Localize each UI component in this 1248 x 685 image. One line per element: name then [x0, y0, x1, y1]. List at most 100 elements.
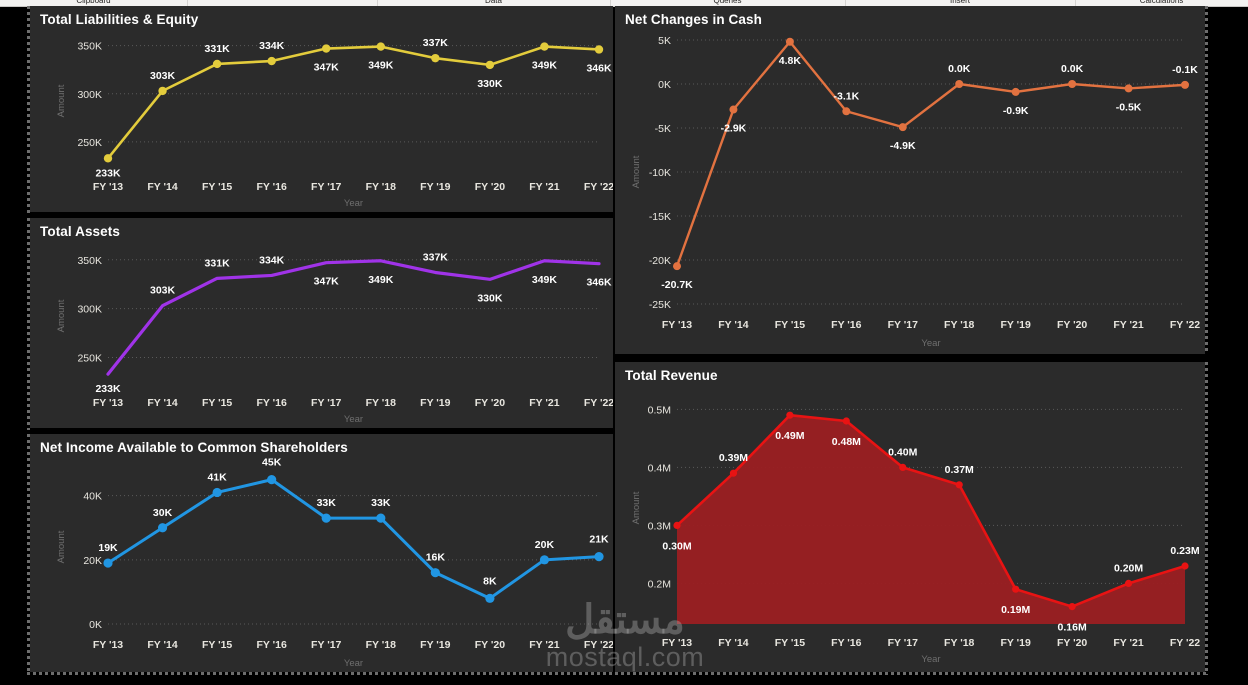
x-axis-tick-label: FY '21 — [529, 397, 559, 409]
chart-data-label: 334K — [259, 254, 285, 266]
x-axis-tick-label: FY '15 — [775, 319, 805, 331]
chart-data-point[interactable] — [321, 513, 331, 523]
chart-data-point[interactable] — [1124, 579, 1133, 587]
y-axis-tick-label: 300K — [77, 89, 102, 101]
y-axis-tick-label: 250K — [77, 137, 102, 149]
chart-line — [106, 478, 601, 600]
chart-data-point[interactable] — [539, 555, 550, 565]
ribbon-group-queries[interactable]: Queries — [713, 0, 742, 5]
x-axis-tick-label: FY '18 — [366, 397, 396, 409]
selection-edge-left-2 — [27, 218, 30, 430]
chart-data-point[interactable] — [594, 45, 604, 54]
chart-panel-total-liabilities-equity[interactable]: Total Liabilities & Equity 250K 300K 350K A… — [30, 6, 613, 212]
x-axis-tick-label: FY '21 — [529, 181, 559, 193]
chart-data-point[interactable] — [485, 593, 495, 603]
chart-data-point[interactable] — [955, 80, 964, 88]
chart-panel-net-changes-in-cash[interactable]: Net Changes in Cash 5K 0K -5K -10K -15K -20K -… — [615, 6, 1205, 354]
chart-data-point[interactable] — [212, 487, 222, 498]
chart-panel-net-income[interactable]: Net Income Available to Common Sharehold… — [30, 434, 613, 672]
chart-data-point[interactable] — [594, 552, 604, 562]
chart-data-label: -0.1K — [1172, 64, 1198, 76]
chart-data-label: 4.8K — [779, 55, 802, 67]
chart-data-point[interactable] — [103, 154, 113, 163]
chart-data-point[interactable] — [212, 59, 222, 69]
x-axis-tick-label: FY '20 — [475, 397, 505, 409]
chart-data-point[interactable] — [785, 37, 794, 46]
chart-data-point[interactable] — [1181, 562, 1189, 570]
y-axis-title: Amount — [631, 491, 642, 524]
chart-data-label: 33K — [371, 497, 391, 509]
chart-data-label: 0.48M — [832, 436, 861, 448]
chart-data-point[interactable] — [376, 42, 385, 51]
x-axis-tick-label: FY '14 — [147, 397, 177, 409]
chart-data-point[interactable] — [1068, 603, 1076, 611]
chart-data-point[interactable] — [898, 123, 907, 132]
chart-data-point[interactable] — [955, 481, 963, 489]
ribbon-group-calculations[interactable]: Calculations — [1139, 0, 1184, 5]
chart-data-point[interactable] — [842, 417, 850, 425]
x-axis-tick-label: FY '21 — [1113, 637, 1143, 649]
x-axis-tick-label: FY '20 — [1057, 637, 1087, 649]
y-axis-tick-label: 0.2M — [648, 578, 671, 590]
chart-data-point[interactable] — [899, 463, 907, 471]
ribbon-group-data[interactable]: Data — [485, 0, 502, 5]
chart-panel-total-assets[interactable]: Total Assets 250K 300K 350K Amount FY '13 FY … — [30, 218, 613, 428]
chart-data-point[interactable] — [1011, 87, 1020, 96]
chart-svg-total-revenue: 0.2M 0.3M 0.4M 0.5M Amount FY '13 FY '14 FY '15… — [631, 404, 1200, 665]
chart-data-label: 0.23M — [1170, 545, 1199, 557]
chart-data-point[interactable] — [103, 558, 113, 568]
x-axis-tick-label: FY '18 — [366, 181, 396, 193]
chart-data-point[interactable] — [842, 107, 851, 116]
selection-edge-right-bottom — [1205, 362, 1208, 675]
y-axis-tick-label: 0.4M — [648, 462, 671, 474]
chart-data-label: 331K — [205, 257, 231, 269]
chart-data-point[interactable] — [267, 56, 276, 66]
chart-data-label: 0.37M — [945, 464, 974, 476]
chart-data-point[interactable] — [1181, 80, 1189, 89]
chart-data-point[interactable] — [267, 475, 277, 485]
y-axis-tick-label: 300K — [77, 304, 102, 316]
x-axis-tick-label: FY '13 — [93, 397, 123, 409]
x-axis-tick-label: FY '17 — [888, 637, 918, 649]
x-axis-tick-label: FY '14 — [718, 319, 748, 331]
chart-line — [106, 259, 601, 376]
chart-data-point[interactable] — [157, 523, 168, 533]
chart-data-point[interactable] — [376, 513, 386, 523]
x-axis-tick-label: FY '16 — [257, 397, 287, 409]
chart-data-point[interactable] — [322, 44, 331, 53]
x-axis-tick-label: FY '13 — [93, 639, 123, 651]
ribbon-group-clipboard[interactable]: Clipboard — [76, 0, 111, 5]
chart-data-label: 347K — [314, 276, 340, 288]
chart-data-label: 41K — [207, 471, 227, 483]
chart-data-point[interactable] — [673, 521, 681, 529]
chart-data-label: 346K — [586, 62, 612, 74]
chart-data-label: -0.5K — [1116, 101, 1142, 113]
x-axis-tick-label: FY '18 — [366, 639, 396, 651]
x-axis-tick-label: FY '19 — [1001, 319, 1031, 331]
chart-svg-total-liabilities-equity: 250K 300K 350K Amount FY '13 FY '14 FY '15 FY '… — [56, 37, 613, 209]
chart-data-point[interactable] — [786, 411, 794, 419]
chart-data-label: 349K — [532, 60, 558, 72]
chart-data-label: -20.7K — [661, 279, 693, 291]
chart-data-point[interactable] — [540, 42, 549, 51]
chart-title-net-income: Net Income Available to Common Sharehold… — [40, 440, 348, 455]
chart-data-point[interactable] — [485, 60, 495, 70]
chart-data-point[interactable] — [729, 105, 738, 114]
chart-data-point[interactable] — [430, 568, 440, 578]
x-axis-tick-label: FY '22 — [584, 397, 613, 409]
y-axis-tick-label: 350K — [77, 41, 102, 53]
chart-data-point[interactable] — [729, 469, 738, 477]
chart-data-label: 0.20M — [1114, 562, 1143, 574]
chart-data-label: 349K — [368, 274, 394, 286]
chart-panel-total-revenue[interactable]: Total Revenue 0.2M 0.3M 0.4M 0.5M Amount FY '… — [615, 362, 1205, 672]
chart-data-point[interactable] — [431, 53, 440, 63]
chart-data-point[interactable] — [673, 262, 681, 271]
chart-data-point[interactable] — [158, 86, 167, 96]
ribbon-group-insert[interactable]: Insert — [949, 0, 970, 5]
chart-data-point[interactable] — [1124, 84, 1133, 93]
y-axis-tick-label: 0K — [89, 619, 102, 631]
chart-data-point[interactable] — [1068, 80, 1077, 88]
x-axis-tick-label: FY '15 — [202, 181, 232, 193]
chart-data-point[interactable] — [1012, 585, 1020, 593]
